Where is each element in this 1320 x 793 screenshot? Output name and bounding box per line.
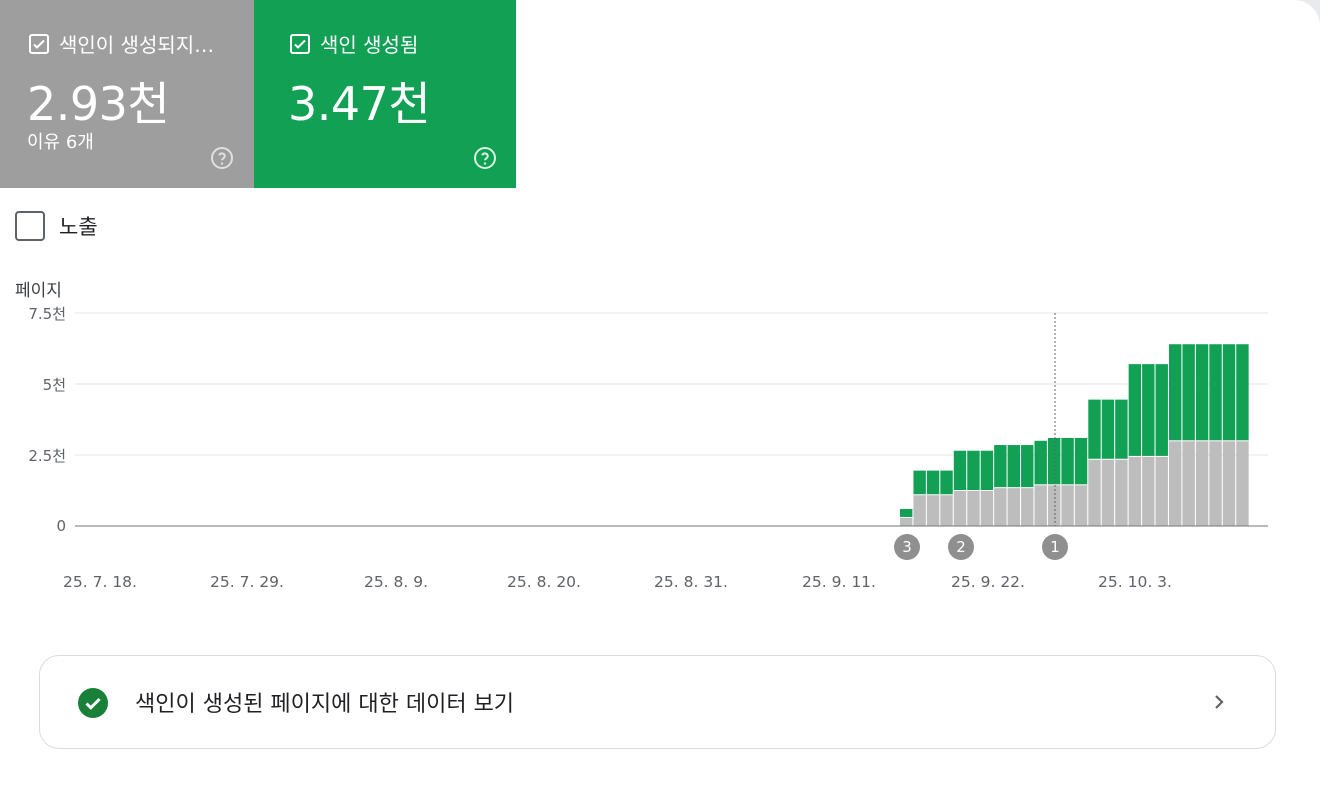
- bar-segment-not-indexed: [1222, 440, 1236, 526]
- impressions-checkbox[interactable]: [15, 211, 45, 241]
- bar-segment-not-indexed: [1169, 440, 1182, 526]
- bar-segment-not-indexed: [1209, 440, 1222, 526]
- bar-segment-indexed: [913, 470, 926, 495]
- impressions-label: 노출: [59, 215, 98, 239]
- bar-segment-indexed: [1034, 440, 1047, 485]
- bar-segment-not-indexed: [994, 487, 1007, 526]
- bar-segment-indexed: [1222, 344, 1236, 441]
- bar-segment-not-indexed: [953, 490, 967, 526]
- bar-segment-not-indexed: [967, 490, 980, 526]
- help-icon[interactable]: [210, 146, 234, 170]
- x-tick-label: 25. 9. 22.: [951, 573, 1025, 591]
- bar-segment-indexed: [940, 470, 953, 495]
- bar-segment-indexed: [953, 450, 967, 491]
- bar-segment-not-indexed: [1236, 440, 1249, 526]
- bar-segment-not-indexed: [1142, 456, 1155, 526]
- bar-segment-not-indexed: [913, 494, 926, 526]
- bar-segment-indexed: [1142, 364, 1155, 457]
- bar-segment-not-indexed: [980, 490, 994, 526]
- view-indexed-pages-text: 색인이 생성된 페이지에 대한 데이터 보기: [135, 692, 515, 717]
- bar-segment-not-indexed: [1128, 456, 1142, 526]
- y-axis-title: 페이지: [15, 281, 62, 301]
- bar-segment-not-indexed: [926, 494, 940, 526]
- not-indexed-header: 색인이 생성되지…: [27, 29, 214, 58]
- checkbox-checked-icon[interactable]: [288, 32, 312, 56]
- annotation-marker-3[interactable]: 3: [894, 534, 920, 560]
- bar-segment-not-indexed: [1021, 487, 1034, 526]
- bar-segment-not-indexed: [1074, 484, 1088, 526]
- bar-segment-indexed: [1047, 437, 1061, 485]
- bar-segment-not-indexed: [1034, 484, 1047, 526]
- y-tick-label: 0: [56, 517, 66, 535]
- y-tick-label: 7.5천: [28, 305, 66, 323]
- annotation-marker-1[interactable]: 1: [1042, 534, 1068, 560]
- indexed-header: 색인 생성됨: [288, 29, 418, 58]
- chevron-right-icon: [1215, 695, 1224, 709]
- bar-segment-not-indexed: [1115, 459, 1128, 526]
- bar-segment-indexed: [1007, 445, 1020, 488]
- bar-segment-indexed: [1209, 344, 1222, 441]
- bar-segment-not-indexed: [1007, 487, 1020, 526]
- bar-segment-not-indexed: [1182, 440, 1195, 526]
- bar-segment-indexed: [900, 508, 913, 518]
- x-tick-label: 25. 7. 29.: [210, 573, 284, 591]
- indexed-value: 3.47천: [288, 77, 431, 131]
- x-tick-label: 25. 8. 20.: [507, 573, 581, 591]
- bar-segment-indexed: [1088, 399, 1101, 460]
- bar-segment-indexed: [1155, 364, 1168, 457]
- indexed-tile[interactable]: 색인 생성됨 3.47천: [254, 0, 516, 188]
- bar-segment-indexed: [980, 450, 994, 491]
- not-indexed-value: 2.93천: [27, 77, 170, 131]
- x-tick-label: 25. 8. 9.: [363, 573, 429, 591]
- bar-segment-indexed: [994, 445, 1007, 488]
- impressions-toggle[interactable]: 노출: [15, 211, 98, 241]
- bar-segment-indexed: [1236, 344, 1249, 441]
- x-tick-label: 25. 10. 3.: [1098, 573, 1172, 591]
- bar-segment-indexed: [1182, 344, 1195, 441]
- bar-segment-not-indexed: [1088, 459, 1101, 526]
- not-indexed-tile[interactable]: 색인이 생성되지… 2.93천 이유 6개: [0, 0, 254, 188]
- bar-segment-indexed: [1101, 399, 1115, 460]
- x-tick-label: 25. 7. 18.: [63, 573, 137, 591]
- not-indexed-reasons: 이유 6개: [27, 132, 94, 153]
- x-tick-label: 25. 9. 11.: [802, 573, 876, 591]
- bar-segment-indexed: [1128, 364, 1142, 457]
- annotation-marker-2[interactable]: 2: [948, 534, 974, 560]
- bar-segment-not-indexed: [940, 494, 953, 526]
- indexing-chart[interactable]: [0, 0, 1320, 620]
- bar-segment-indexed: [1061, 437, 1074, 485]
- view-indexed-pages-link[interactable]: 색인이 생성된 페이지에 대한 데이터 보기: [39, 655, 1276, 749]
- bar-segment-indexed: [967, 450, 980, 491]
- bar-segment-not-indexed: [1101, 459, 1115, 526]
- y-tick-label: 2.5천: [28, 447, 66, 465]
- checkbox-checked-icon[interactable]: [27, 32, 51, 56]
- bar-segment-not-indexed: [1061, 484, 1074, 526]
- bar-segment-indexed: [1195, 344, 1209, 441]
- x-tick-label: 25. 8. 31.: [654, 573, 728, 591]
- check-circle-icon: [78, 688, 108, 718]
- bar-segment-indexed: [1021, 445, 1034, 488]
- bar-segment-indexed: [1169, 344, 1182, 441]
- bar-segment-not-indexed: [900, 517, 913, 526]
- bar-segment-not-indexed: [1155, 456, 1168, 526]
- bar-segment-not-indexed: [1047, 484, 1061, 526]
- y-tick-label: 5천: [42, 376, 66, 394]
- bar-segment-not-indexed: [1195, 440, 1209, 526]
- bar-segment-indexed: [1074, 437, 1088, 485]
- bar-segment-indexed: [1115, 399, 1128, 460]
- help-icon[interactable]: [473, 146, 497, 170]
- bar-segment-indexed: [926, 470, 940, 495]
